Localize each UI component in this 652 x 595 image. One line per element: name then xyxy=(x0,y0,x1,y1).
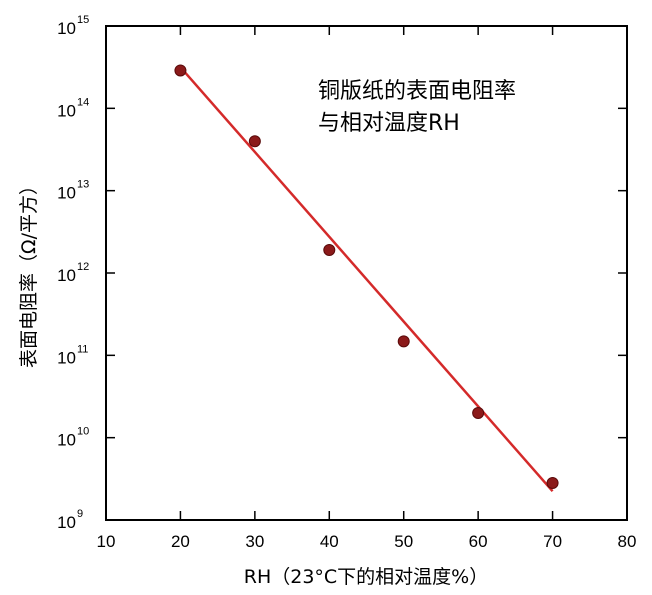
annotation-line-1: 铜版纸的表面电阻率 xyxy=(318,79,516,104)
y-tick-base: 10 xyxy=(57,101,76,120)
y-tick-label: 10 10 xyxy=(57,426,89,450)
x-tick-label: 10 xyxy=(97,532,116,551)
y-tick-exponent: 9 xyxy=(77,508,83,520)
y-axis-title: 表面电阻率（Ω/平方） xyxy=(18,176,40,368)
x-tick-labels: 10 20 30 40 50 60 70 80 xyxy=(97,532,637,551)
y-tick-exponent: 13 xyxy=(77,179,89,191)
data-point xyxy=(397,335,410,348)
x-tick-label: 60 xyxy=(469,532,488,551)
y-tick-exponent: 10 xyxy=(77,426,89,438)
data-point xyxy=(472,406,485,419)
y-tick-exponent: 11 xyxy=(77,343,88,355)
data-point xyxy=(546,476,559,489)
annotation-line-2: 与相对温度RH xyxy=(318,111,460,136)
y-tick-label: 10 14 xyxy=(57,96,89,120)
y-tick-base: 10 xyxy=(57,19,76,38)
x-tick-label: 70 xyxy=(543,532,562,551)
y-tick-label: 10 13 xyxy=(57,179,89,203)
x-ticks xyxy=(105,26,628,520)
x-tick-label: 20 xyxy=(171,532,190,551)
y-ticks xyxy=(106,25,627,521)
x-tick-label: 80 xyxy=(618,532,637,551)
data-point xyxy=(323,243,336,256)
data-points xyxy=(174,64,559,489)
x-tick-label: 50 xyxy=(394,532,413,551)
y-tick-label: 10 15 xyxy=(57,14,89,38)
y-tick-exponent: 12 xyxy=(77,261,89,273)
y-tick-base: 10 xyxy=(57,513,76,532)
y-tick-base: 10 xyxy=(57,266,76,285)
y-tick-label: 10 11 xyxy=(57,343,88,367)
x-tick-label: 30 xyxy=(245,532,264,551)
y-tick-base: 10 xyxy=(57,348,76,367)
y-tick-exponent: 14 xyxy=(77,96,89,108)
y-tick-base: 10 xyxy=(57,184,76,203)
fit-line xyxy=(179,66,554,493)
x-axis-title: RH（23°C下的相对温度%） xyxy=(244,566,489,588)
y-tick-base: 10 xyxy=(57,431,76,450)
data-point xyxy=(248,135,261,148)
y-tick-label: 10 12 xyxy=(57,261,89,285)
y-tick-exponent: 15 xyxy=(77,14,89,26)
y-tick-label: 10 9 xyxy=(57,508,83,532)
data-point xyxy=(174,64,187,77)
x-tick-label: 40 xyxy=(320,532,339,551)
